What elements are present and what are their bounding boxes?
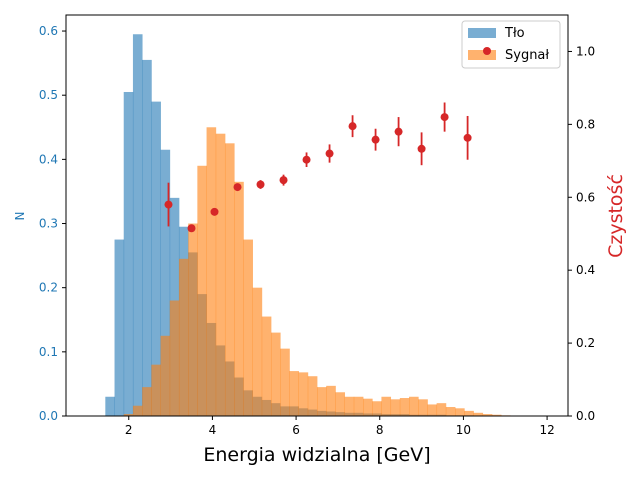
legend-marker-signal bbox=[483, 47, 491, 55]
y-right-axis-ticks: 0.0 0.2 0.4 0.6 0.8 1.0 bbox=[568, 44, 595, 423]
y-right-tick-label: 1.0 bbox=[576, 44, 595, 58]
legend-label-signal: Sygnał bbox=[505, 48, 549, 63]
signal-histogram-bar bbox=[160, 335, 171, 416]
x-tick-label: 2 bbox=[125, 423, 133, 437]
signal-histogram-bar bbox=[353, 396, 364, 416]
y-right-tick-label: 0.8 bbox=[576, 117, 595, 131]
purity-point bbox=[233, 183, 242, 192]
signal-histogram-bar bbox=[178, 258, 189, 416]
purity-point bbox=[187, 224, 196, 233]
signal-histogram bbox=[123, 127, 511, 417]
signal-histogram-bar bbox=[243, 239, 253, 416]
signal-histogram-bar bbox=[455, 408, 465, 416]
signal-histogram-bar bbox=[270, 332, 281, 416]
signal-histogram-bar bbox=[298, 372, 309, 416]
signal-histogram-bar bbox=[215, 133, 226, 417]
x-tick-label: 12 bbox=[539, 423, 554, 437]
y-left-tick-label: 0.6 bbox=[39, 24, 58, 38]
y-right-axis-label: Czystość bbox=[605, 174, 627, 258]
signal-histogram-bar bbox=[132, 405, 143, 416]
x-axis-ticks: 2 4 6 8 10 12 bbox=[125, 416, 555, 437]
y-left-tick-label: 0.3 bbox=[39, 217, 58, 231]
x-tick-label: 8 bbox=[376, 423, 384, 437]
background-histogram-bar bbox=[132, 34, 143, 417]
signal-histogram-bar bbox=[418, 399, 428, 416]
purity-point bbox=[463, 133, 472, 142]
purity-point bbox=[279, 176, 288, 185]
signal-histogram-bar bbox=[372, 401, 382, 416]
signal-histogram-bar bbox=[399, 398, 410, 416]
signal-histogram-bar bbox=[445, 407, 456, 416]
background-histogram-bar bbox=[123, 91, 134, 416]
x-tick-label: 4 bbox=[209, 423, 217, 437]
y-left-tick-label: 0.5 bbox=[39, 88, 58, 102]
x-axis-label: Energia widzialna [GeV] bbox=[203, 444, 430, 466]
signal-histogram-bar bbox=[206, 127, 217, 416]
purity-errorbars bbox=[164, 102, 472, 233]
signal-histogram-bar bbox=[317, 387, 327, 416]
signal-histogram-bar bbox=[234, 181, 244, 416]
signal-histogram-bar bbox=[427, 404, 438, 416]
y-right-tick-label: 0.0 bbox=[576, 409, 595, 423]
signal-histogram-bar bbox=[151, 364, 161, 416]
x-tick-label: 10 bbox=[456, 423, 471, 437]
signal-histogram-bar bbox=[197, 165, 207, 416]
purity-point bbox=[325, 149, 334, 158]
background-histogram-bar bbox=[160, 149, 171, 416]
purity-point bbox=[164, 200, 173, 209]
purity-point bbox=[256, 180, 265, 189]
signal-histogram-bar bbox=[169, 300, 180, 416]
y-right-tick-label: 0.4 bbox=[576, 263, 595, 277]
x-tick-label: 6 bbox=[292, 423, 300, 437]
signal-histogram-bar bbox=[491, 414, 502, 416]
signal-histogram-bar bbox=[482, 414, 493, 416]
purity-point bbox=[210, 207, 219, 216]
signal-histogram-bar bbox=[390, 399, 401, 416]
signal-histogram-bar bbox=[464, 410, 474, 416]
signal-histogram-bar bbox=[381, 396, 392, 416]
background-histogram-bar bbox=[142, 59, 152, 417]
signal-histogram-bar bbox=[344, 396, 355, 416]
y-left-tick-label: 0.1 bbox=[39, 345, 58, 359]
signal-histogram-bar bbox=[188, 223, 198, 416]
signal-histogram-bar bbox=[142, 387, 152, 416]
background-histogram-bar bbox=[114, 239, 125, 416]
signal-histogram-bar bbox=[326, 385, 336, 416]
y-left-axis-ticks: 0.0 0.1 0.2 0.3 0.4 0.5 0.6 bbox=[39, 24, 66, 423]
y-right-tick-label: 0.6 bbox=[576, 190, 595, 204]
purity-point bbox=[348, 122, 357, 131]
signal-histogram-bar bbox=[252, 287, 263, 416]
background-histogram-bar bbox=[105, 396, 115, 416]
signal-histogram-bar bbox=[335, 392, 346, 416]
signal-histogram-bar bbox=[224, 143, 235, 416]
plot-frame bbox=[65, 14, 569, 417]
signal-histogram-bar bbox=[473, 412, 484, 416]
legend: Tło Sygnał bbox=[461, 20, 561, 69]
y-left-tick-label: 0.4 bbox=[39, 152, 58, 166]
background-histogram-bar bbox=[151, 101, 161, 416]
signal-histogram-bar bbox=[280, 348, 290, 416]
y-left-axis-label: N bbox=[13, 212, 27, 221]
signal-histogram-bar bbox=[409, 396, 419, 416]
signal-histogram-bar bbox=[261, 316, 272, 416]
purity-point bbox=[302, 155, 311, 164]
purity-point bbox=[440, 113, 449, 122]
signal-histogram-bar bbox=[363, 398, 373, 416]
purity-point bbox=[394, 127, 403, 136]
signal-histogram-bar bbox=[307, 376, 318, 416]
signal-histogram-bar bbox=[289, 371, 299, 416]
signal-histogram-bar bbox=[436, 403, 447, 416]
legend-label-background: Tło bbox=[504, 26, 525, 41]
purity-point bbox=[417, 144, 426, 153]
legend-swatch-signal bbox=[468, 50, 496, 60]
purity-point bbox=[371, 135, 380, 144]
y-left-tick-label: 0.0 bbox=[39, 409, 58, 423]
legend-swatch-background bbox=[468, 28, 496, 38]
y-left-tick-label: 0.2 bbox=[39, 281, 58, 295]
y-right-tick-label: 0.2 bbox=[576, 336, 595, 350]
signal-histogram-bar bbox=[123, 414, 134, 416]
